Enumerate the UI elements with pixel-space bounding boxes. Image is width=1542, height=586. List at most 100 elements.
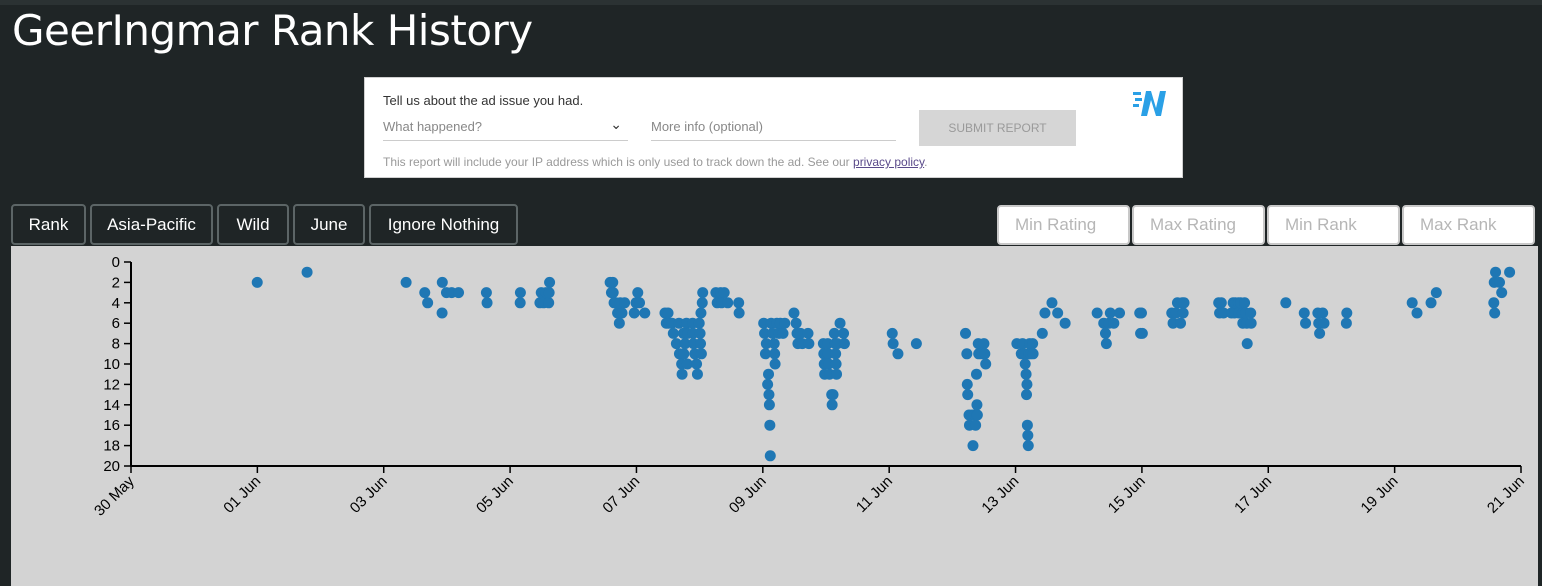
data-point [607, 276, 619, 288]
data-point [762, 378, 774, 390]
data-point [970, 419, 982, 431]
y-tick-label: 8 [112, 336, 120, 353]
y-tick-label: 14 [103, 397, 120, 414]
filter-ignore-button[interactable]: Ignore Nothing [369, 204, 518, 245]
data-point [838, 338, 850, 350]
data-point [769, 358, 781, 370]
privacy-policy-link[interactable]: privacy policy [853, 155, 925, 169]
data-point [681, 358, 693, 370]
data-point [676, 368, 688, 380]
data-point [1280, 297, 1292, 309]
y-tick-label: 6 [112, 315, 120, 332]
data-point [979, 348, 991, 360]
x-tick-label: 15 Jun [1105, 473, 1149, 517]
y-tick-label: 4 [112, 295, 120, 312]
data-point [763, 389, 775, 401]
ad-report-note-end: . [924, 155, 928, 169]
data-point [1488, 297, 1500, 309]
data-point [1059, 317, 1071, 329]
max-rank-input[interactable] [1402, 205, 1535, 245]
data-point [695, 338, 707, 350]
data-point [779, 317, 791, 329]
data-point [634, 297, 646, 309]
top-strip [0, 0, 1542, 5]
x-tick-label: 09 Jun [726, 473, 770, 517]
filter-month-button[interactable]: June [293, 204, 365, 245]
ad-more-info-input[interactable]: More info (optional) [651, 119, 896, 141]
data-point [514, 287, 526, 299]
data-point [1108, 317, 1120, 329]
y-tick-label: 20 [103, 458, 120, 475]
rank-history-chart: 0 2 4 6 8 10 12 14 16 18 20 30 May 01 Jun 03 Jun 05 Ju… [11, 246, 1538, 586]
data-point [1020, 368, 1032, 380]
data-point [1300, 317, 1312, 329]
filter-rank-button[interactable]: Rank [11, 204, 86, 245]
data-point [1318, 317, 1330, 329]
data-point [1489, 307, 1501, 319]
data-point [679, 338, 691, 350]
data-point [1215, 297, 1227, 309]
data-point [1104, 307, 1116, 319]
data-point [1504, 266, 1516, 278]
data-point [667, 327, 679, 339]
data-point [827, 389, 839, 401]
data-point [1425, 297, 1437, 309]
data-point [980, 358, 992, 370]
data-point [1496, 287, 1508, 299]
data-point [733, 297, 745, 309]
chevron-down-icon: ⌄ [610, 116, 622, 132]
ad-more-info-placeholder: More info (optional) [651, 119, 763, 134]
data-point [803, 338, 815, 350]
data-point [1314, 327, 1326, 339]
data-point [1046, 297, 1058, 309]
data-point [1136, 327, 1148, 339]
data-point [1406, 297, 1418, 309]
data-point [759, 327, 771, 339]
x-tick-label: 11 Jun [853, 473, 896, 516]
data-point [830, 358, 842, 370]
ad-report-note-text: This report will include your IP address… [383, 155, 854, 169]
data-point [1114, 307, 1126, 319]
data-point [1022, 429, 1034, 441]
data-point [978, 338, 990, 350]
data-point [678, 348, 690, 360]
data-point [543, 297, 555, 309]
data-point [1430, 287, 1442, 299]
filter-region-button[interactable]: Asia-Pacific [90, 204, 213, 245]
data-point [1027, 348, 1039, 360]
submit-report-button[interactable]: SUBMIT REPORT [919, 110, 1076, 146]
x-tick-label: 05 Jun [473, 473, 517, 517]
ad-report-panel: Tell us about the ad issue you had. What… [364, 77, 1183, 178]
data-point [544, 276, 556, 288]
min-rating-input[interactable] [997, 205, 1130, 245]
min-rank-input[interactable] [1267, 205, 1400, 245]
y-tick-label: 2 [112, 274, 120, 291]
data-point [1021, 419, 1033, 431]
data-point [722, 297, 734, 309]
y-tick-label: 18 [103, 438, 120, 455]
data-point [1239, 297, 1251, 309]
y-tick-label: 16 [103, 417, 120, 434]
data-point [1019, 358, 1031, 370]
max-rating-input[interactable] [1132, 205, 1265, 245]
data-point [1317, 307, 1329, 319]
data-point [910, 338, 922, 350]
data-point [887, 338, 899, 350]
data-point [419, 287, 431, 299]
ad-issue-select-value: What happened? [383, 119, 483, 134]
data-point [768, 338, 780, 350]
data-point [971, 399, 983, 411]
data-point [481, 297, 493, 309]
data-point [1218, 307, 1230, 319]
page-title: GeerIngmar Rank History [12, 6, 533, 55]
y-tick-label: 12 [103, 376, 120, 393]
data-point [670, 338, 682, 350]
data-point [480, 287, 492, 299]
filter-format-button[interactable]: Wild [217, 204, 289, 245]
brand-logo-icon[interactable] [1133, 88, 1169, 118]
data-point [693, 317, 705, 329]
ad-issue-select[interactable]: What happened? ⌄ [383, 116, 628, 141]
data-point [1021, 389, 1033, 401]
data-point [763, 368, 775, 380]
